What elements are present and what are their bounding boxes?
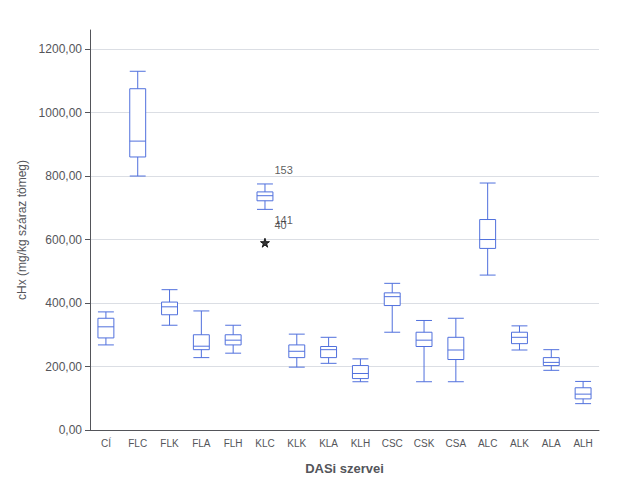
svg-text:200,00: 200,00	[45, 360, 82, 374]
svg-text:KLA: KLA	[319, 438, 338, 449]
svg-text:cHx (mg/kg száraz tömeg): cHx (mg/kg száraz tömeg)	[15, 160, 29, 300]
svg-text:ALH: ALH	[573, 438, 592, 449]
svg-text:400,00: 400,00	[45, 296, 82, 310]
svg-text:FLA: FLA	[192, 438, 211, 449]
svg-text:153: 153	[274, 164, 292, 176]
svg-text:KLC: KLC	[255, 438, 274, 449]
svg-text:CÍ: CÍ	[101, 437, 111, 449]
svg-text:FLK: FLK	[160, 438, 179, 449]
svg-text:600,00: 600,00	[45, 233, 82, 247]
svg-text:KLK: KLK	[287, 438, 306, 449]
svg-text:FLC: FLC	[128, 438, 147, 449]
svg-text:DASi szervei: DASi szervei	[305, 461, 384, 476]
svg-text:0,00: 0,00	[59, 423, 83, 437]
svg-text:ALK: ALK	[510, 438, 529, 449]
svg-text:800,00: 800,00	[45, 169, 82, 183]
svg-text:FLH: FLH	[224, 438, 243, 449]
svg-text:1000,00: 1000,00	[39, 106, 83, 120]
svg-text:1200,00: 1200,00	[39, 42, 83, 56]
svg-text:CSA: CSA	[446, 438, 467, 449]
svg-text:40: 40	[274, 219, 286, 231]
svg-text:ALC: ALC	[478, 438, 497, 449]
svg-text:CSK: CSK	[414, 438, 435, 449]
svg-text:ALA: ALA	[542, 438, 561, 449]
svg-text:CSC: CSC	[382, 438, 403, 449]
svg-text:KLH: KLH	[351, 438, 370, 449]
